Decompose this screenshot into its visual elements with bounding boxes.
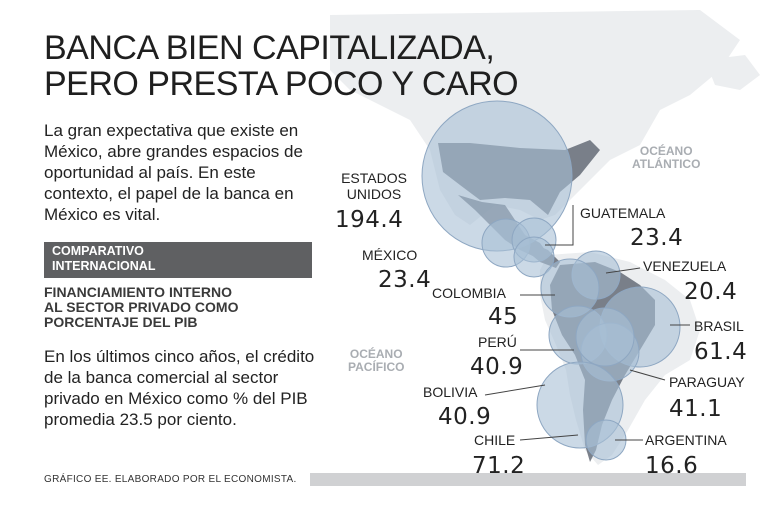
subheading-line-2: AL SECTOR PRIVADO COMO — [44, 299, 239, 315]
venezuela-value: 20.4 — [684, 279, 738, 305]
ocean-atlantic-label: OCÉANO ATLÁNTICO — [632, 145, 700, 171]
leader-guatemala — [545, 205, 574, 246]
paraguay-name: PARAGUAY — [669, 374, 745, 390]
bolivia-name: BOLIVIA — [423, 384, 478, 400]
chile-value: 71.2 — [472, 453, 526, 479]
peru-name: PERÚ — [478, 334, 517, 350]
leader-lines — [484, 205, 690, 441]
guatemala-value: 23.4 — [630, 225, 684, 251]
mexico-name: MÉXICO — [362, 247, 418, 263]
bubble-guatemala-2 — [513, 236, 555, 278]
usa-label: ESTADOS UNIDOS — [340, 170, 408, 202]
subheading-line-3: PORCENTAJE DEL PIB — [44, 314, 198, 330]
leader-bolivia — [484, 384, 546, 396]
bottom-bar — [310, 473, 746, 486]
colombia-value: 45 — [488, 304, 519, 330]
ocean-atlantic-line-2: ATLÁNTICO — [632, 157, 701, 171]
argentina-value: 16.6 — [645, 453, 699, 479]
colombia-name: COLOMBIA — [432, 285, 506, 301]
usa-value: 194.4 — [335, 207, 404, 233]
body-paragraph: En los últimos cinco años, el crédito de… — [44, 347, 315, 429]
subheading-line-1: FINANCIAMIENTO INTERNO — [44, 284, 232, 300]
argentina-name: ARGENTINA — [645, 432, 727, 448]
intro-paragraph: La gran expectativa que existe en México… — [44, 121, 303, 224]
bolivia-value: 40.9 — [438, 404, 492, 430]
venezuela-name: VENEZUELA — [643, 258, 727, 274]
subheading: FINANCIAMIENTO INTERNO AL SECTOR PRIVADO… — [44, 285, 314, 330]
leader-venezuela — [605, 267, 641, 274]
title-line-2: PERO PRESTA POCO Y CARO — [44, 65, 519, 103]
ocean-pacific-line-2: PACÍFICO — [348, 360, 405, 374]
paraguay-value: 41.1 — [669, 396, 723, 422]
title-line-1: BANCA BIEN CAPITALIZADA, — [44, 29, 495, 67]
band-line-2: INTERNACIONAL — [52, 259, 156, 273]
credit-line: GRÁFICO EE. ELABORADO POR EL ECONOMISTA. — [44, 474, 297, 485]
ocean-pacific-line-1: OCÉANO — [349, 347, 403, 361]
band-line-1: COMPARATIVO — [52, 244, 144, 258]
chile-name: CHILE — [474, 432, 516, 448]
guatemala-name: GUATEMALA — [580, 205, 666, 221]
section-band-label: COMPARATIVO INTERNACIONAL — [52, 244, 312, 274]
peru-value: 40.9 — [470, 354, 524, 380]
leader-chile — [519, 434, 579, 441]
usa-name-line-1: ESTADOS — [341, 170, 407, 186]
bubble-bolivia — [575, 307, 635, 367]
brasil-value: 61.4 — [694, 339, 748, 365]
brasil-name: BRASIL — [694, 318, 744, 334]
ocean-atlantic-line-1: OCÉANO — [639, 144, 693, 158]
usa-name-line-2: UNIDOS — [346, 186, 402, 202]
mexico-value: 23.4 — [378, 267, 432, 293]
leader-paraguay — [629, 369, 666, 381]
section-band — [44, 242, 312, 278]
ocean-pacific-label: OCÉANO PACÍFICO — [348, 348, 404, 374]
